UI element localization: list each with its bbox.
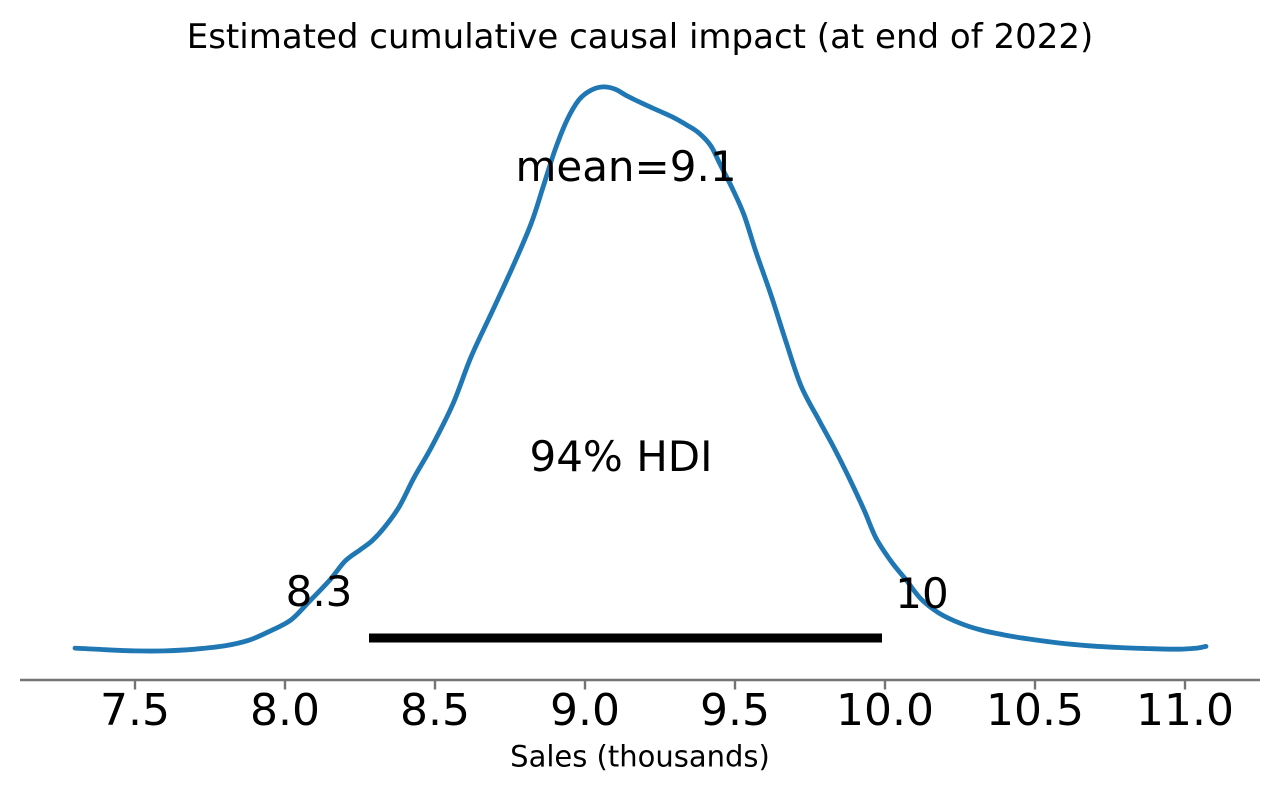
x-tick-label: 10.0 — [836, 685, 934, 736]
x-tick-label: 7.5 — [100, 685, 170, 736]
x-axis-label: Sales (thousands) — [510, 739, 770, 774]
x-tick-label: 9.0 — [550, 685, 620, 736]
chart-title: Estimated cumulative causal impact (at e… — [186, 17, 1094, 57]
mean-annotation: mean=9.1 — [515, 142, 737, 191]
hdi-upper-annotation: 10 — [895, 569, 949, 618]
hdi-lower-annotation: 8.3 — [285, 567, 353, 616]
hdi-probability-annotation: 94% HDI — [529, 432, 713, 481]
x-tick-label: 8.5 — [400, 685, 470, 736]
x-tick-label: 8.0 — [250, 685, 320, 736]
x-tick-label: 11.0 — [1136, 685, 1234, 736]
x-tick-label: 9.5 — [700, 685, 770, 736]
x-tick-label: 10.5 — [986, 685, 1084, 736]
kde-curve — [72, 84, 1209, 654]
